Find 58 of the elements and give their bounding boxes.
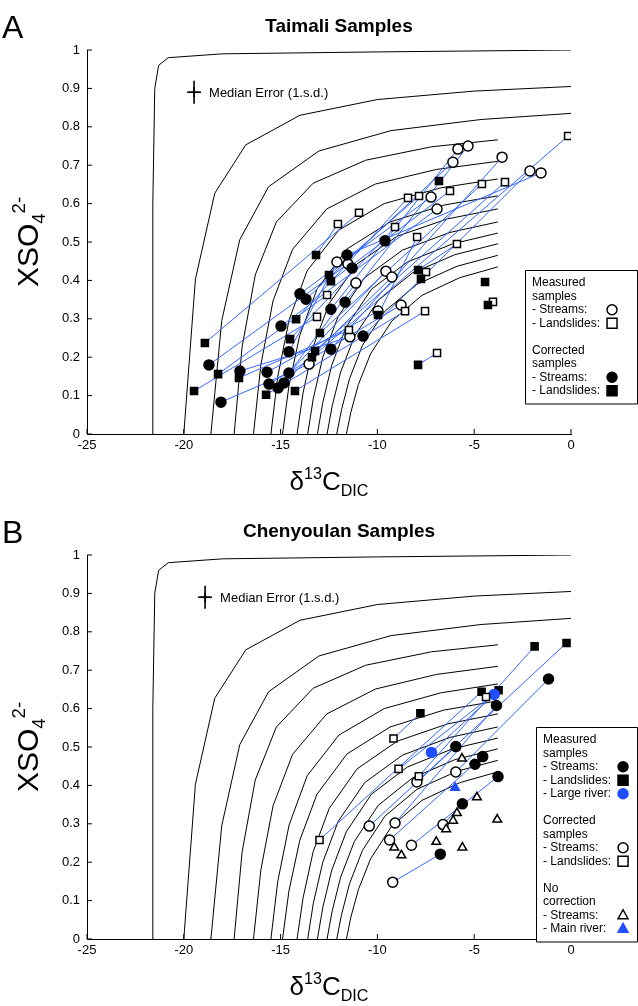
legend-label: - Landslides:	[543, 772, 612, 787]
text: B	[2, 514, 24, 550]
y-tick-label: 0.1	[61, 892, 80, 908]
x-tick-label: 0	[567, 437, 575, 453]
legend-label: - Landslides:	[532, 315, 601, 330]
y-tick-label: 0.8	[61, 118, 80, 134]
x-tick-label: -15	[271, 942, 290, 958]
legend-label: - Streams:	[543, 759, 599, 774]
annotation: Measured samples	[543, 732, 597, 760]
y-tick-label: 0.4	[61, 271, 80, 287]
y-tick-label: 0.5	[61, 233, 80, 249]
legend-label: - Streams:	[543, 840, 599, 855]
annotation: Measured samples	[532, 275, 586, 303]
legend-label: - Streams:	[532, 302, 588, 317]
x-tick-label: -5	[468, 942, 480, 958]
text: A	[2, 9, 24, 45]
y-tick-label: 0.6	[61, 700, 80, 716]
legend-label: - Streams:	[532, 369, 588, 384]
annotation: Corrected samples	[543, 813, 596, 841]
x-tick-label: 0	[567, 942, 575, 958]
y-tick-label: 0.5	[61, 738, 80, 754]
y-tick-label: 0.2	[61, 853, 80, 869]
chart-title: Chenyoulan Samples	[242, 520, 436, 541]
y-tick-label: 0	[72, 930, 80, 946]
y-tick-label: 1	[72, 546, 80, 562]
legend-label: - Streams:	[543, 907, 599, 922]
y-tick-label: 0.7	[61, 156, 80, 172]
annotation: No correction	[543, 880, 596, 909]
y-tick-label: 1	[72, 41, 80, 57]
legend-label: - Landslides:	[532, 383, 601, 398]
annotation: Corrected samples	[532, 342, 585, 371]
y-tick-label: 0.2	[61, 348, 80, 364]
y-tick-label: 0.1	[61, 387, 80, 403]
chart-title: Taimali Samples	[265, 15, 413, 36]
y-axis-title: XSO42-	[8, 196, 49, 288]
x-tick-label: -10	[368, 437, 387, 453]
x-tick-label: -20	[174, 942, 194, 958]
y-tick-label: 0.7	[61, 661, 80, 677]
y-tick-label: 0.9	[61, 79, 80, 95]
y-tick-label: 0.4	[61, 776, 80, 792]
x-tick-label: -20	[174, 437, 194, 453]
x-tick-label: -25	[77, 437, 97, 453]
y-tick-label: 0.3	[61, 815, 80, 831]
annotation: Median Error (1.s.d.)	[220, 589, 340, 605]
x-tick-label: -25	[77, 942, 97, 958]
y-axis-title: XSO42-	[8, 701, 49, 793]
y-tick-label: 0	[72, 425, 80, 441]
legend-label: - Main river:	[543, 921, 607, 936]
x-tick-label: -5	[468, 437, 480, 453]
y-tick-label: 0.9	[61, 584, 80, 600]
x-tick-label: -10	[368, 942, 387, 958]
y-tick-label: 0.8	[61, 623, 80, 639]
y-tick-label: 0.3	[61, 310, 80, 326]
legend-label: - Landslides:	[543, 853, 612, 868]
legend-label: - Large river:	[543, 786, 612, 801]
y-tick-label: 0.6	[61, 195, 80, 211]
x-tick-label: -15	[271, 437, 290, 453]
annotation: Median Error (1.s.d.)	[209, 84, 329, 100]
